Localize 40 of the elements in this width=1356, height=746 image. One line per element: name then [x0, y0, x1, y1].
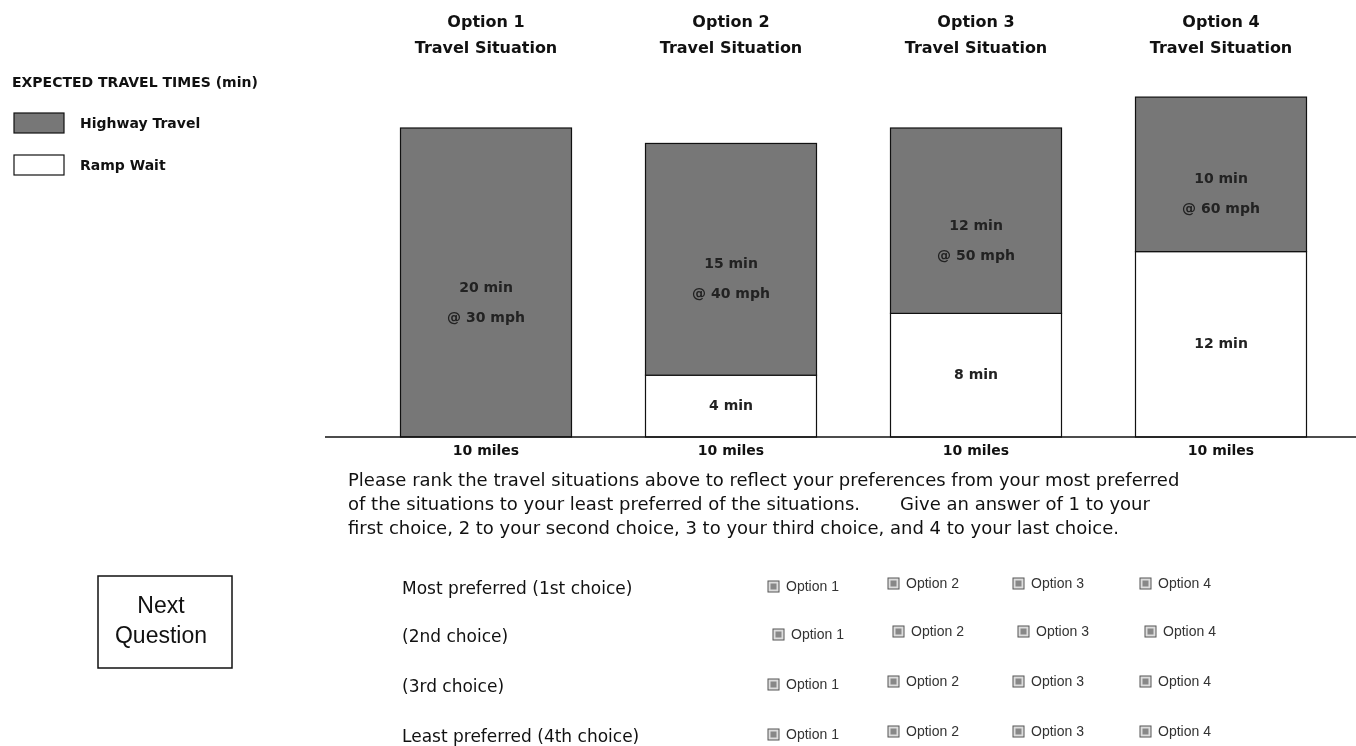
x-tick-label: Option 4 Travel Situation [1149, 11, 1293, 57]
text: (3rd choice) [402, 676, 505, 696]
text: Option 3 [1036, 622, 1089, 639]
text: Least preferred (4th choice) [402, 726, 640, 746]
text: Option 4 [1158, 722, 1211, 739]
data-label: 8 min [954, 366, 998, 383]
text: Option 4 [1163, 622, 1216, 639]
text: Next Question [114, 592, 208, 649]
data-label: 15 min @ 40 mph [692, 255, 770, 302]
data-label: 12 min @ 50 mph [937, 216, 1015, 263]
legend-label: Ramp Wait [80, 157, 166, 173]
text: Option 1 [786, 577, 840, 594]
x-tick-label: Option 3 Travel Situation [904, 11, 1048, 57]
text: Option 2 [911, 622, 964, 639]
text: Most preferred (1st choice) [402, 578, 633, 598]
x-tick-label: Option 2 Travel Situation [659, 11, 803, 57]
text: Option 2 [906, 672, 959, 689]
text: Option 4 [1158, 672, 1211, 689]
text: Option 1 [786, 675, 839, 692]
text: Option 1 [786, 725, 839, 742]
text: Please rank the travel situations above to reflect your preferences from your most preferred of the situations to your least preferred of the situations. Give an answer of 1 to your first choice, 2 to your second choice, 3 to your third choice, and 4 to your last choice. [348, 469, 1180, 538]
text: Option 2 [906, 722, 959, 739]
text: (2nd choice) [402, 626, 509, 646]
data-label: 10 min @ 60 mph [1182, 170, 1260, 217]
text: 10 miles [697, 442, 765, 458]
legend-label: Highway Travel [80, 115, 201, 131]
text: 10 miles [452, 442, 520, 458]
text: 10 miles [942, 442, 1010, 458]
legend-title: EXPECTED TRAVEL TIMES (min) [12, 74, 258, 90]
text: Option 3 [1031, 722, 1084, 739]
data-label: 12 min [1194, 335, 1248, 352]
x-tick-label: Option 1 Travel Situation [414, 11, 558, 57]
text: Option 1 [791, 625, 844, 642]
text: 10 miles [1187, 442, 1255, 458]
text: Option 3 [1031, 672, 1084, 689]
data-label: 20 min @ 30 mph [447, 278, 525, 325]
text: Option 2 [906, 574, 960, 591]
text: Option 3 [1031, 574, 1085, 591]
data-label: 4 min [709, 397, 753, 414]
text: Option 4 [1158, 574, 1212, 591]
